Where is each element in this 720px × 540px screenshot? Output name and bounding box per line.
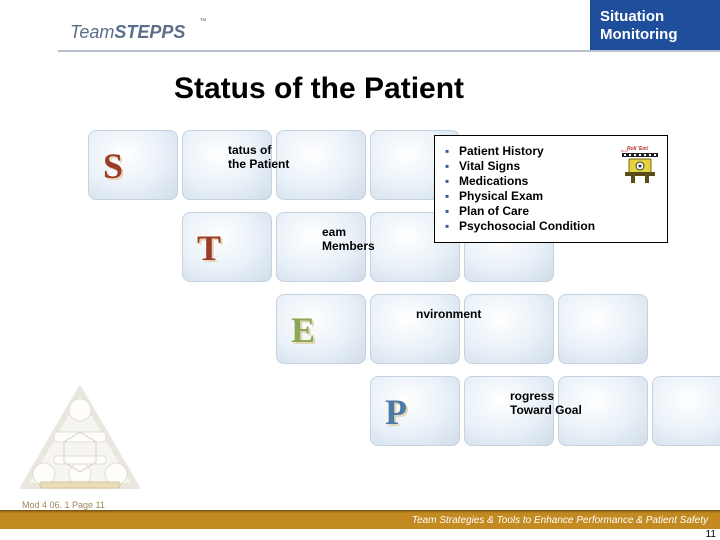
teamstepps-triangle-emblem: [20, 386, 140, 490]
page-label: Mod 4 06. 1 Page 11: [22, 500, 105, 510]
logo-tm: ™: [199, 18, 206, 25]
callout-item: Physical Exam: [445, 189, 657, 203]
step-row-label: eamMembers: [322, 226, 375, 254]
step-row-label: nvironment: [416, 308, 481, 322]
step-letter-block-t: [182, 212, 272, 282]
block-row: [276, 294, 648, 364]
step-row-label: rogressToward Goal: [510, 390, 582, 418]
slide-number: 11: [706, 529, 716, 540]
header-divider: [58, 50, 720, 52]
ice-block: [464, 294, 554, 364]
ice-block: [652, 376, 720, 446]
play-video-icon[interactable]: Roll 'Em! PLAY: [619, 142, 661, 184]
step-letter-block-e: [276, 294, 366, 364]
footer-tagline: Team Strategies & Tools to Enhance Perfo…: [412, 515, 708, 526]
ice-block: [276, 130, 366, 200]
step-letter-block-p: [370, 376, 460, 446]
ice-block: [558, 294, 648, 364]
ice-block: [370, 294, 460, 364]
patient-status-callout: Patient History Vital Signs Medications …: [434, 135, 668, 243]
callout-item: Plan of Care: [445, 204, 657, 218]
teamstepps-logo: TeamSTEPPS™: [70, 22, 192, 43]
callout-item: Psychosocial Condition: [445, 219, 657, 233]
clip-label: Roll 'Em!: [627, 146, 649, 152]
clip-sub: PLAY: [621, 149, 628, 153]
logo-stepps: STEPPS: [114, 22, 185, 42]
slide-title: Status of the Patient: [174, 72, 464, 106]
footer-tagline-bar: Team Strategies & Tools to Enhance Perfo…: [0, 513, 720, 529]
step-letter-block-s: [88, 130, 178, 200]
logo-team: Team: [70, 22, 114, 42]
step-row-label: tatus ofthe Patient: [228, 144, 289, 172]
